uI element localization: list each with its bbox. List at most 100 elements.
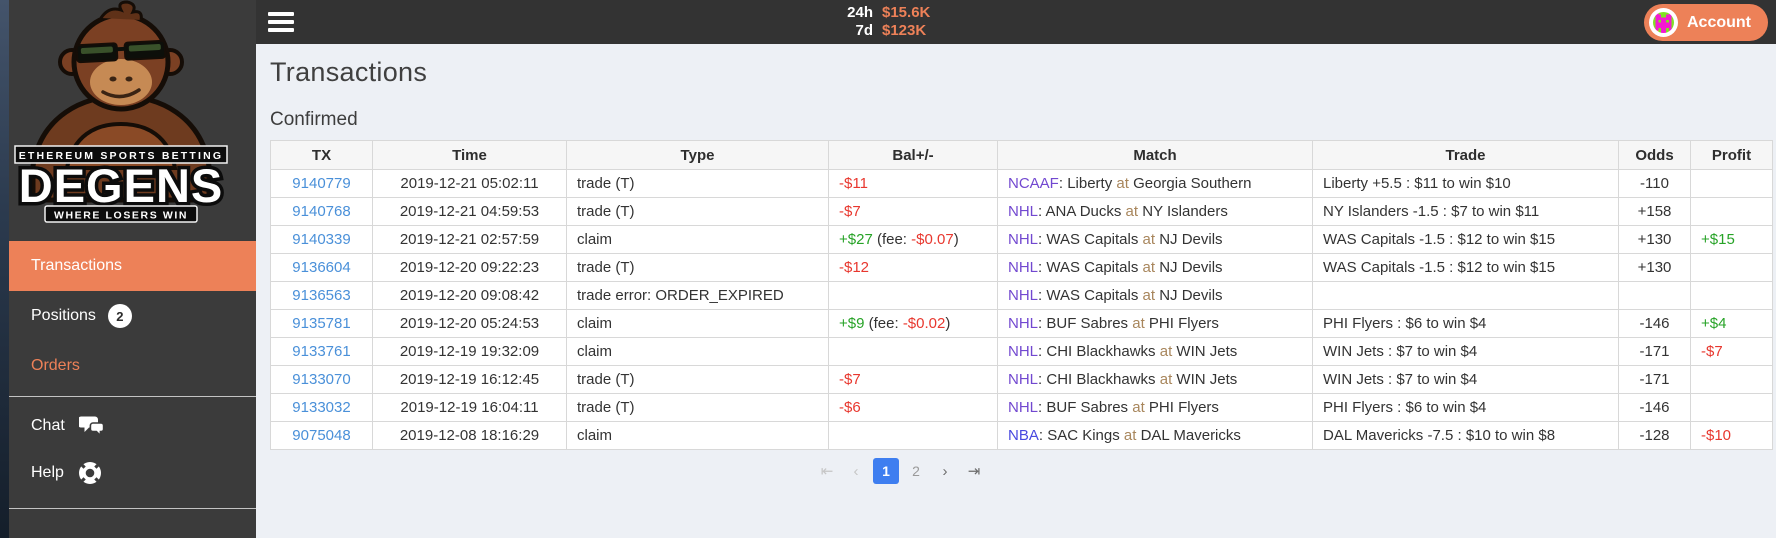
table-row: 9140339 2019-12-21 02:57:59 claim +$27 (fee… xyxy=(270,225,1773,254)
time-cell: 2019-12-21 05:02:11 xyxy=(372,169,567,198)
pagination-first-button[interactable]: ⇤ xyxy=(820,463,834,480)
trade-cell: Liberty +5.5 : $11 to win $10 xyxy=(1312,169,1619,198)
time-cell: 2019-12-08 18:16:29 xyxy=(372,421,567,450)
table-row: 9136563 2019-12-20 09:08:42 trade error: O… xyxy=(270,281,1773,310)
type-cell: trade (T) xyxy=(566,393,829,422)
league-label: NHL xyxy=(1008,203,1039,220)
profit-amount: +$15 xyxy=(1701,231,1735,248)
bal-cell: -$12 xyxy=(828,253,998,282)
odds-cell: -128 xyxy=(1618,421,1691,450)
section-title: Confirmed xyxy=(270,109,358,130)
column-header-time: Time xyxy=(372,140,567,170)
home-team: NJ Devils xyxy=(1159,259,1223,276)
stat-24h-label: 24h xyxy=(847,4,873,21)
profit-cell xyxy=(1690,197,1773,226)
tx-link[interactable]: 9133070 xyxy=(292,371,351,388)
profit-cell xyxy=(1690,393,1773,422)
tx-link[interactable]: 9136563 xyxy=(292,287,351,304)
home-team: WIN Jets xyxy=(1176,371,1238,388)
league-label: NHL xyxy=(1008,315,1039,332)
odds-cell: -110 xyxy=(1618,169,1691,198)
bal-cell xyxy=(828,337,998,366)
type-cell: trade error: ORDER_EXPIRED xyxy=(566,281,829,310)
league-label: NCAAF xyxy=(1008,175,1059,192)
sidebar-item-positions[interactable]: Positions 2 xyxy=(9,291,256,341)
bal-cell xyxy=(828,281,998,310)
bal-cell: +$9 (fee: -$0.02) xyxy=(828,309,998,338)
at-word: at xyxy=(1138,287,1160,304)
stat-7d-value: $123K xyxy=(882,22,927,39)
tx-cell: 9140768 xyxy=(270,197,373,226)
account-button[interactable]: Account xyxy=(1644,4,1768,41)
profit-cell xyxy=(1690,169,1773,198)
pagination-page-1[interactable]: 1 xyxy=(873,458,899,484)
hamburger-menu-icon[interactable] xyxy=(268,7,304,37)
bal-cell: +$27 (fee: -$0.07) xyxy=(828,225,998,254)
lifebuoy-icon xyxy=(78,461,102,485)
away-team: WAS Capitals xyxy=(1046,231,1139,248)
sidebar-item-chat[interactable]: Chat xyxy=(9,402,256,449)
sidebar: ETHEREUM SPORTS BETTING DEGENS WHERE LOS… xyxy=(9,0,256,538)
table-row: 9140768 2019-12-21 04:59:53 trade (T) -$7 NH… xyxy=(270,197,1773,226)
gorilla-logo-image: ETHEREUM SPORTS BETTING DEGENS WHERE LOS… xyxy=(14,0,228,223)
trade-cell: WAS Capitals -1.5 : $12 to win $15 xyxy=(1312,225,1619,254)
odds-cell xyxy=(1618,281,1691,310)
tx-cell: 9140339 xyxy=(270,225,373,254)
pagination: ⇤ ‹ 1 2 › ⇥ xyxy=(815,458,986,484)
at-word: at xyxy=(1119,427,1141,444)
match-cell: NHL: WAS Capitals at NJ Devils xyxy=(997,253,1313,282)
odds-cell: -171 xyxy=(1618,337,1691,366)
tx-link[interactable]: 9133761 xyxy=(292,343,351,360)
tx-link[interactable]: 9140768 xyxy=(292,203,351,220)
away-team: WAS Capitals xyxy=(1046,287,1139,304)
league-label: NHL xyxy=(1008,371,1039,388)
fee-suffix: ) xyxy=(945,315,951,332)
tx-link[interactable]: 9135781 xyxy=(292,315,351,332)
profit-cell: +$15 xyxy=(1690,225,1773,254)
column-header-odds: Odds xyxy=(1618,140,1691,170)
at-word: at xyxy=(1128,315,1149,332)
identicon-icon xyxy=(1653,12,1674,33)
tx-link[interactable]: 9136604 xyxy=(292,259,351,276)
profit-amount: -$7 xyxy=(1701,343,1723,360)
sidebar-item-transactions[interactable]: Transactions xyxy=(9,241,256,291)
bal-amount: -$7 xyxy=(839,203,861,220)
profit-cell xyxy=(1690,281,1773,310)
away-team: BUF Sabres xyxy=(1046,315,1129,332)
bal-amount: -$11 xyxy=(839,175,868,192)
tx-link[interactable]: 9075048 xyxy=(292,427,351,444)
pagination-last-button[interactable]: ⇥ xyxy=(967,463,981,480)
trade-cell: NY Islanders -1.5 : $7 to win $11 xyxy=(1312,197,1619,226)
sunglasses-icon xyxy=(75,39,167,64)
content-column: 24h $15.6K 7d $123K Account Transactions… xyxy=(256,0,1776,538)
sidebar-item-orders[interactable]: Orders xyxy=(9,341,256,391)
home-team: PHI Flyers xyxy=(1148,399,1219,416)
type-cell: trade (T) xyxy=(566,365,829,394)
tx-cell: 9133032 xyxy=(270,393,373,422)
type-cell: claim xyxy=(566,309,829,338)
column-header-match: Match xyxy=(997,140,1313,170)
home-team: NJ Devils xyxy=(1159,287,1223,304)
fee-prefix: (fee: xyxy=(864,315,903,332)
sidebar-item-label: Orders xyxy=(31,357,80,374)
away-team: SAC Kings xyxy=(1047,427,1120,444)
match-cell: NCAAF: Liberty at Georgia Southern xyxy=(997,169,1313,198)
tx-cell: 9075048 xyxy=(270,421,373,450)
pagination-next-button[interactable]: › xyxy=(942,462,948,480)
table-row: 9133761 2019-12-19 19:32:09 claim NHL: CHI … xyxy=(270,337,1773,366)
odds-cell: +158 xyxy=(1618,197,1691,226)
sidebar-item-help[interactable]: Help xyxy=(9,449,256,496)
at-word: at xyxy=(1121,203,1143,220)
sidebar-item-label: Help xyxy=(31,463,64,481)
pagination-prev-button[interactable]: ‹ xyxy=(853,462,859,480)
tx-link[interactable]: 9133032 xyxy=(292,399,351,416)
tx-link[interactable]: 9140339 xyxy=(292,231,351,248)
time-cell: 2019-12-19 19:32:09 xyxy=(372,337,567,366)
time-cell: 2019-12-20 05:24:53 xyxy=(372,309,567,338)
column-header-trade: Trade xyxy=(1312,140,1619,170)
trade-cell xyxy=(1312,281,1619,310)
pagination-page-2[interactable]: 2 xyxy=(912,463,920,479)
odds-cell: -171 xyxy=(1618,365,1691,394)
tx-link[interactable]: 9140779 xyxy=(292,175,351,192)
page-title: Transactions xyxy=(270,57,428,87)
